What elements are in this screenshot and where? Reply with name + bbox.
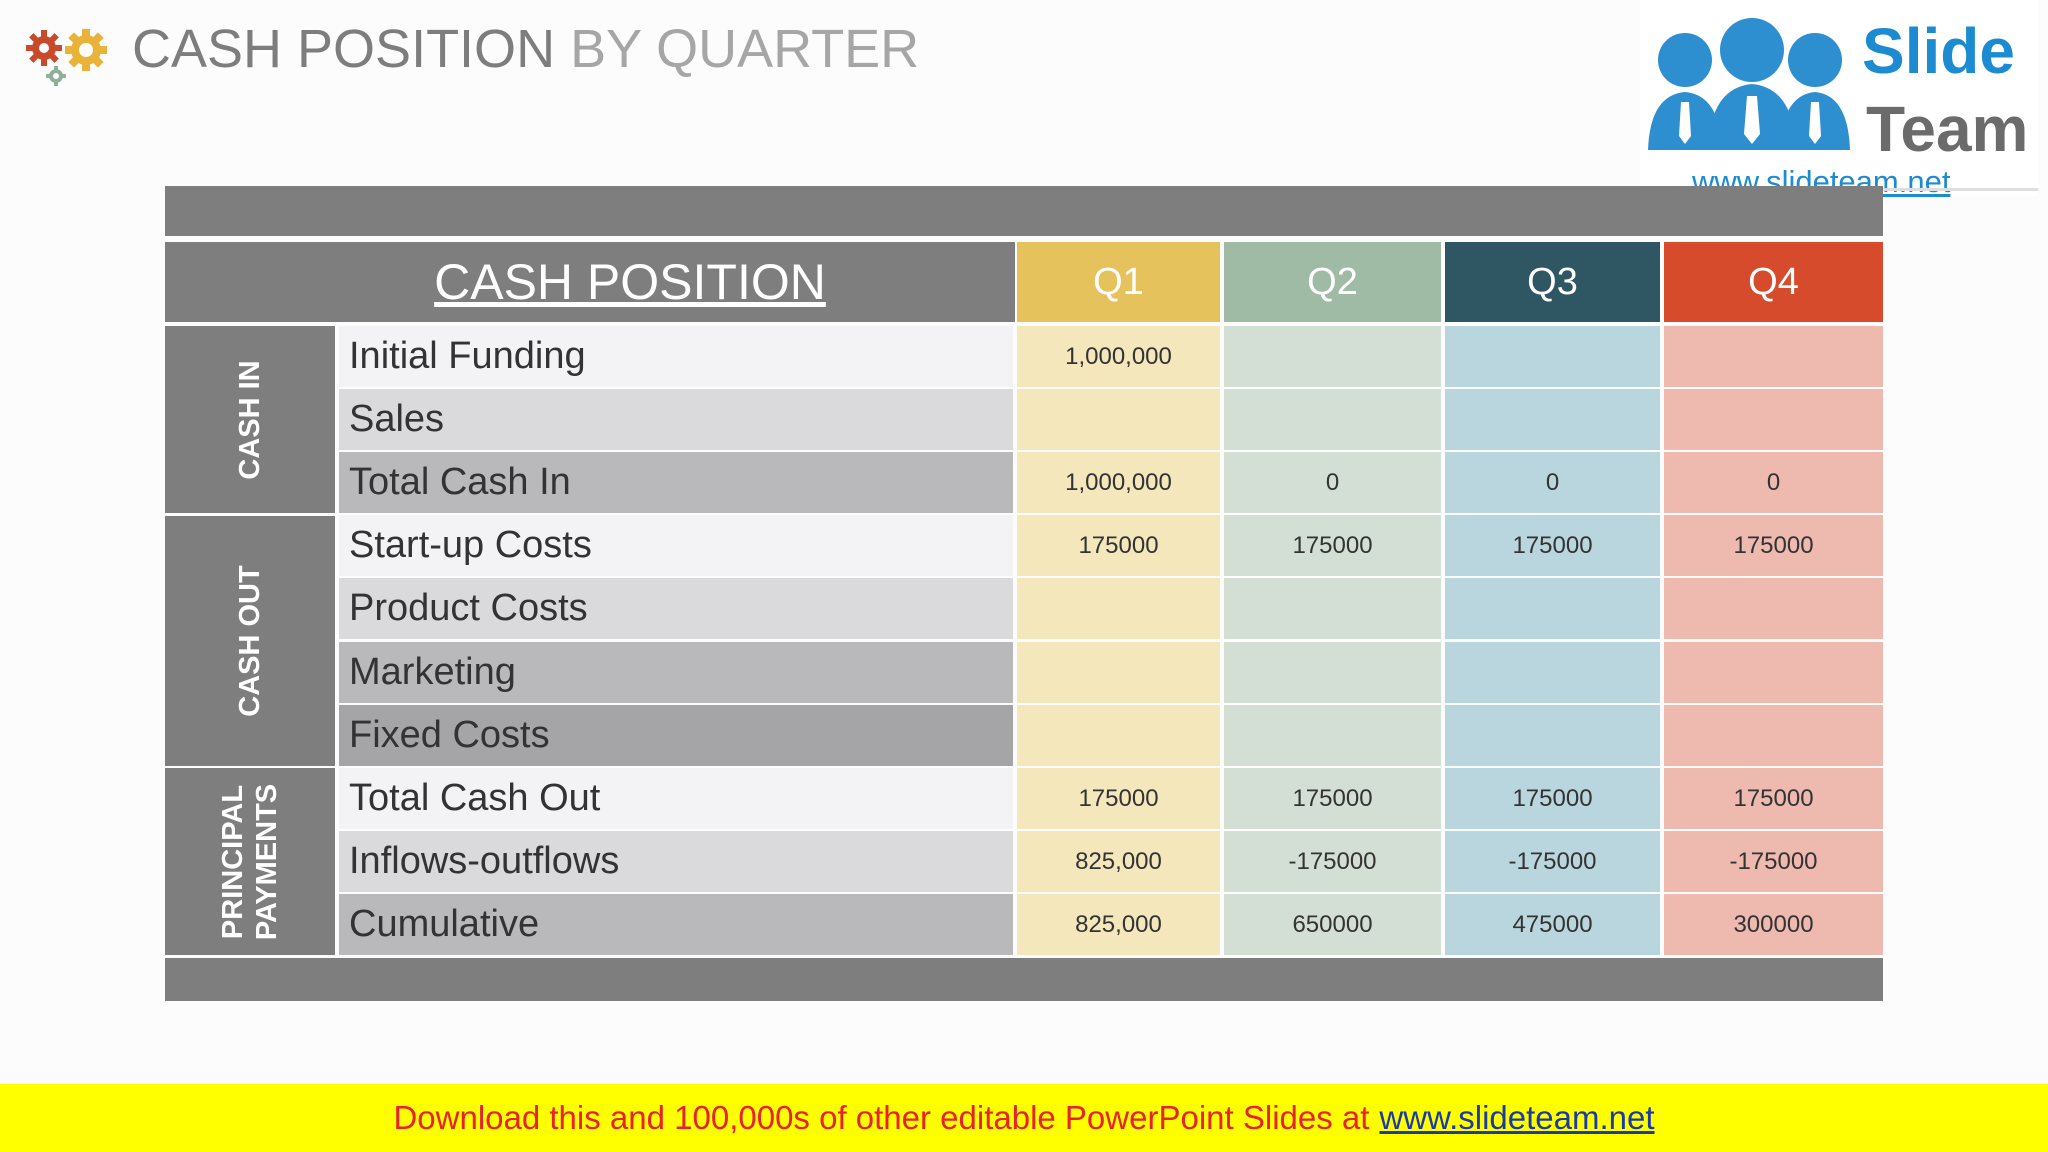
row-label: Initial Funding: [339, 326, 1013, 387]
group-label-cash-in: CASH IN: [234, 359, 266, 480]
title-sub: BY QUARTER: [570, 19, 920, 79]
table-cell: [1017, 578, 1220, 639]
table-cell: [1017, 389, 1220, 450]
table-cell: [1224, 326, 1441, 387]
table-bottom-band: [165, 958, 1883, 1001]
table-cell: 175000: [1664, 515, 1883, 576]
row-label: Product Costs: [339, 578, 1013, 639]
cash-position-table: CASH POSITION Q1 Q2 Q3 Q4 CASH IN CASH O…: [165, 186, 1883, 1001]
table-cell: [1664, 705, 1883, 766]
table-cell: [1445, 705, 1660, 766]
table-cell: [1445, 326, 1660, 387]
quarter-header-q4: Q4: [1664, 242, 1883, 322]
group-label-cash-out: CASH OUT: [234, 565, 266, 717]
table-cell: -175000: [1664, 831, 1883, 892]
gears-icon: [26, 29, 107, 86]
people-icon: [1648, 18, 1850, 150]
table-header: CASH POSITION: [165, 242, 1015, 322]
group-principal-payments: PRINCIPAL PAYMENTS: [165, 768, 335, 955]
table-cell: 650000: [1224, 894, 1441, 955]
table-cell: [1664, 642, 1883, 703]
quarter-header-q1: Q1: [1017, 242, 1220, 322]
table-cell: [1224, 389, 1441, 450]
table-cell: 175000: [1445, 515, 1660, 576]
table-cell: 175000: [1664, 768, 1883, 829]
row-label: Inflows-outflows: [339, 831, 1013, 892]
table-cell: [1664, 326, 1883, 387]
group-cash-in: CASH IN: [165, 326, 335, 513]
row-label: Total Cash In: [339, 452, 1013, 513]
table-cell: 300000: [1664, 894, 1883, 955]
page-title: CASH POSITION BY QUARTER: [132, 18, 919, 80]
logo-word-team: Team: [1866, 93, 2029, 165]
download-banner-text: Download this and 100,000s of other edit…: [393, 1099, 1370, 1136]
row-label: Start-up Costs: [339, 515, 1013, 576]
table-cell: [1224, 578, 1441, 639]
slideteam-logo: Slide Team www.slideteam.net: [1640, 0, 2038, 199]
table-cell: [1445, 389, 1660, 450]
table-cell: 475000: [1445, 894, 1660, 955]
table-cell: 1,000,000: [1017, 326, 1220, 387]
table-cell: 0: [1445, 452, 1660, 513]
download-banner: Download this and 100,000s of other edit…: [0, 1084, 2048, 1152]
table-cell: 825,000: [1017, 894, 1220, 955]
row-label: Cumulative: [339, 894, 1013, 955]
title-main: CASH POSITION: [132, 19, 556, 79]
table-cell: [1445, 642, 1660, 703]
quarter-header-q3: Q3: [1445, 242, 1660, 322]
table-cell: -175000: [1224, 831, 1441, 892]
row-label: Total Cash Out: [339, 768, 1013, 829]
quarter-header-q2: Q2: [1224, 242, 1441, 322]
row-label: Fixed Costs: [339, 705, 1013, 766]
table-cell: 0: [1224, 452, 1441, 513]
table-cell: 175000: [1017, 768, 1220, 829]
table-cell: [1224, 705, 1441, 766]
download-banner-link[interactable]: www.slideteam.net: [1379, 1099, 1655, 1136]
table-cell: [1445, 578, 1660, 639]
table-top-band: [165, 186, 1883, 236]
table-cell: 0: [1664, 452, 1883, 513]
table-cell: 825,000: [1017, 831, 1220, 892]
table-cell: [1664, 578, 1883, 639]
table-cell: 175000: [1224, 515, 1441, 576]
table-cell: [1017, 705, 1220, 766]
table-cell: -175000: [1445, 831, 1660, 892]
table-cell: [1664, 389, 1883, 450]
table-cell: 175000: [1224, 768, 1441, 829]
table-cell: 1,000,000: [1017, 452, 1220, 513]
row-label: Sales: [339, 389, 1013, 450]
group-cash-out: CASH OUT: [165, 516, 335, 766]
table-header-title: CASH POSITION: [434, 254, 826, 310]
table-cell: 175000: [1017, 515, 1220, 576]
row-label: Marketing: [339, 642, 1013, 703]
group-label-principal-payments: PRINCIPAL PAYMENTS: [217, 783, 283, 940]
table-cell: [1017, 642, 1220, 703]
table-cell: 175000: [1445, 768, 1660, 829]
logo-word-slide: Slide: [1862, 15, 2015, 87]
table-cell: [1224, 642, 1441, 703]
